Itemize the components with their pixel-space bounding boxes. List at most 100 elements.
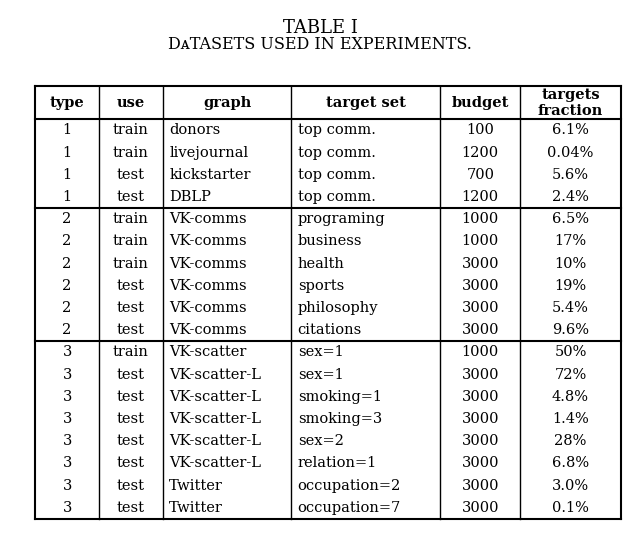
- Text: VK-comms: VK-comms: [169, 234, 247, 249]
- Text: top comm.: top comm.: [298, 123, 376, 138]
- Text: programing: programing: [298, 212, 385, 226]
- Text: 2: 2: [63, 279, 72, 293]
- Text: 3000: 3000: [461, 367, 499, 382]
- Text: 1: 1: [63, 190, 72, 204]
- Text: use: use: [117, 95, 145, 110]
- Text: 3: 3: [63, 345, 72, 360]
- Text: 3: 3: [63, 367, 72, 382]
- Text: VK-scatter: VK-scatter: [169, 345, 246, 360]
- Text: 3000: 3000: [461, 478, 499, 493]
- Text: 6.8%: 6.8%: [552, 456, 589, 471]
- Text: 50%: 50%: [554, 345, 587, 360]
- Text: 1: 1: [63, 123, 72, 138]
- Text: 19%: 19%: [554, 279, 586, 293]
- Text: test: test: [117, 301, 145, 315]
- Text: 3000: 3000: [461, 323, 499, 337]
- Text: 1200: 1200: [461, 190, 499, 204]
- Text: train: train: [113, 145, 149, 160]
- Text: 2: 2: [63, 301, 72, 315]
- Text: train: train: [113, 345, 149, 360]
- Text: test: test: [117, 434, 145, 448]
- Text: kickstarter: kickstarter: [169, 168, 251, 182]
- Text: citations: citations: [298, 323, 362, 337]
- Text: sex=1: sex=1: [298, 345, 344, 360]
- Text: Twitter: Twitter: [169, 478, 223, 493]
- Text: sports: sports: [298, 279, 344, 293]
- Text: 3000: 3000: [461, 390, 499, 404]
- Text: 9.6%: 9.6%: [552, 323, 589, 337]
- Text: philosophy: philosophy: [298, 301, 378, 315]
- Text: 6.1%: 6.1%: [552, 123, 589, 138]
- Text: VK-comms: VK-comms: [169, 279, 247, 293]
- Text: sex=2: sex=2: [298, 434, 344, 448]
- Text: 3: 3: [63, 390, 72, 404]
- Text: 3000: 3000: [461, 256, 499, 271]
- Text: health: health: [298, 256, 344, 271]
- Text: train: train: [113, 123, 149, 138]
- Text: 3000: 3000: [461, 412, 499, 426]
- Text: sex=1: sex=1: [298, 367, 344, 382]
- Text: test: test: [117, 456, 145, 471]
- Text: 2.4%: 2.4%: [552, 190, 589, 204]
- Text: 17%: 17%: [554, 234, 586, 249]
- Text: target set: target set: [326, 95, 406, 110]
- Text: 0.1%: 0.1%: [552, 501, 589, 515]
- Text: 72%: 72%: [554, 367, 587, 382]
- Text: 3: 3: [63, 456, 72, 471]
- Text: budget: budget: [452, 95, 509, 110]
- Text: occupation=2: occupation=2: [298, 478, 401, 493]
- Text: type: type: [50, 95, 84, 110]
- Text: 1.4%: 1.4%: [552, 412, 589, 426]
- Text: 3000: 3000: [461, 501, 499, 515]
- Text: TABLE I: TABLE I: [283, 19, 357, 37]
- Text: 5.4%: 5.4%: [552, 301, 589, 315]
- Text: train: train: [113, 212, 149, 226]
- Text: smoking=1: smoking=1: [298, 390, 381, 404]
- Text: business: business: [298, 234, 362, 249]
- Text: 3: 3: [63, 434, 72, 448]
- Text: 3000: 3000: [461, 456, 499, 471]
- Text: 10%: 10%: [554, 256, 587, 271]
- Text: VK-comms: VK-comms: [169, 256, 247, 271]
- Text: 1200: 1200: [461, 145, 499, 160]
- Text: VK-comms: VK-comms: [169, 301, 247, 315]
- Text: VK-scatter-L: VK-scatter-L: [169, 367, 261, 382]
- Text: 1: 1: [63, 145, 72, 160]
- Text: livejournal: livejournal: [169, 145, 248, 160]
- Text: 3000: 3000: [461, 434, 499, 448]
- Text: 4.8%: 4.8%: [552, 390, 589, 404]
- Text: 3000: 3000: [461, 279, 499, 293]
- Text: DᴀTASETS USED IN EXPERIMENTS.: DᴀTASETS USED IN EXPERIMENTS.: [168, 36, 472, 53]
- Text: 0.04%: 0.04%: [547, 145, 594, 160]
- Text: targets
fraction: targets fraction: [538, 88, 603, 118]
- Text: donors: donors: [169, 123, 221, 138]
- Text: test: test: [117, 168, 145, 182]
- Text: VK-comms: VK-comms: [169, 323, 247, 337]
- Text: test: test: [117, 412, 145, 426]
- Text: 3: 3: [63, 412, 72, 426]
- Text: graph: graph: [203, 95, 251, 110]
- Text: test: test: [117, 501, 145, 515]
- Text: occupation=7: occupation=7: [298, 501, 401, 515]
- Text: 2: 2: [63, 234, 72, 249]
- Text: VK-scatter-L: VK-scatter-L: [169, 434, 261, 448]
- Text: VK-scatter-L: VK-scatter-L: [169, 456, 261, 471]
- Text: 1: 1: [63, 168, 72, 182]
- Text: relation=1: relation=1: [298, 456, 377, 471]
- Text: 1000: 1000: [461, 345, 499, 360]
- Text: train: train: [113, 234, 149, 249]
- Text: top comm.: top comm.: [298, 145, 376, 160]
- Text: Twitter: Twitter: [169, 501, 223, 515]
- Text: 1000: 1000: [461, 212, 499, 226]
- Text: 3: 3: [63, 478, 72, 493]
- Text: 1000: 1000: [461, 234, 499, 249]
- Text: smoking=3: smoking=3: [298, 412, 382, 426]
- Text: 6.5%: 6.5%: [552, 212, 589, 226]
- Text: 100: 100: [467, 123, 494, 138]
- Text: 3: 3: [63, 501, 72, 515]
- Text: test: test: [117, 190, 145, 204]
- Text: test: test: [117, 323, 145, 337]
- Text: top comm.: top comm.: [298, 168, 376, 182]
- Text: VK-comms: VK-comms: [169, 212, 247, 226]
- Text: 28%: 28%: [554, 434, 587, 448]
